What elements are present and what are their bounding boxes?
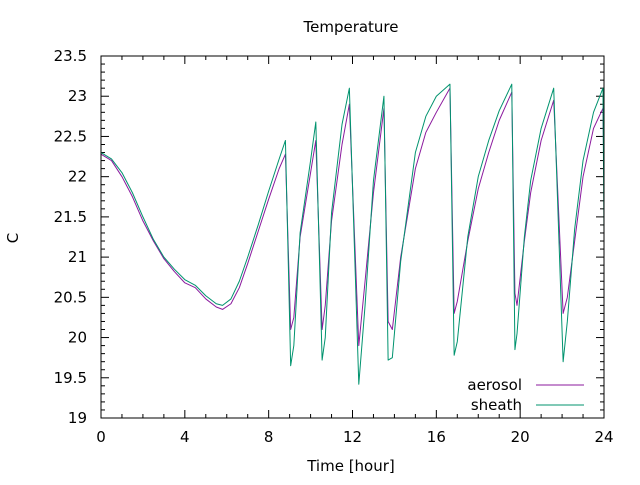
x-tick-label: 4 [180, 428, 190, 446]
axis-ticks: 0 4 8 12 16 20 24 19 19.5 20 20.5 21 21.5 22 22.5 23 23.… [54, 47, 614, 446]
y-tick-label: 23.5 [54, 47, 87, 65]
y-tick-label: 22 [68, 168, 87, 186]
y-tick-label: 21.5 [54, 208, 87, 226]
x-tick-label: 24 [594, 428, 613, 446]
y-axis-label: C [4, 233, 22, 243]
y-tick-label: 20 [68, 329, 87, 347]
x-tick-label: 12 [343, 428, 362, 446]
x-tick-label: 20 [511, 428, 530, 446]
chart-title: Temperature [302, 18, 398, 36]
y-tick-label: 22.5 [54, 127, 87, 145]
x-tick-label: 16 [427, 428, 446, 446]
x-tick-label: 0 [96, 428, 106, 446]
legend-label-aerosol: aerosol [467, 376, 522, 394]
plot-series [100, 83, 605, 385]
y-tick-label: 21 [68, 248, 87, 266]
y-tick-label: 23 [68, 87, 87, 105]
series-line-sheath [100, 83, 605, 385]
y-tick-label: 19.5 [54, 369, 87, 387]
y-tick-label: 19 [68, 409, 87, 427]
plot-frame [100, 55, 605, 419]
legend-label-sheath: sheath [471, 396, 522, 414]
y-tick-label: 20.5 [54, 288, 87, 306]
x-axis-label: Time [hour] [306, 457, 395, 475]
x-tick-label: 8 [264, 428, 274, 446]
legend: aerosol sheath [467, 376, 584, 414]
